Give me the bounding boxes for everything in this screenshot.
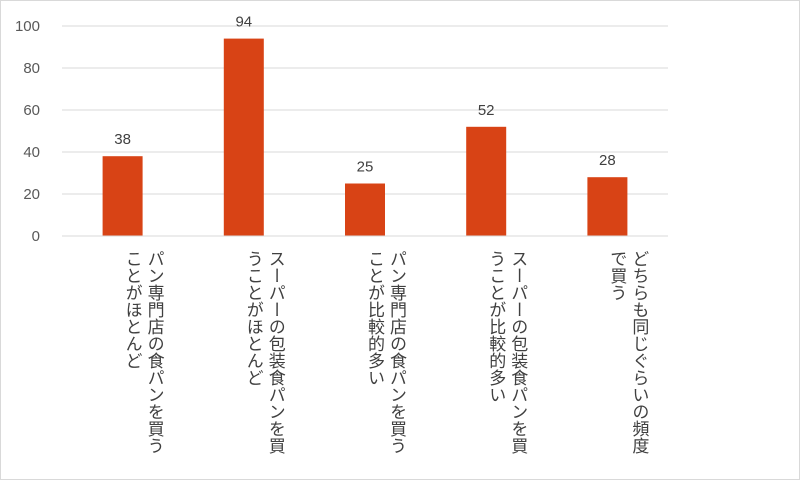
- category-label-4: どちらも同じぐらいの頻度で買う: [606, 250, 649, 454]
- bars: [102, 38, 628, 236]
- bar-2: [345, 183, 385, 236]
- y-axis-ticks: 0 20 40 60 80 100: [15, 18, 40, 245]
- data-label-4: 28: [599, 152, 616, 169]
- data-labels: 38 94 25 52 28: [114, 14, 615, 176]
- y-tick-label: 60: [23, 102, 40, 119]
- data-label-1: 94: [235, 14, 252, 31]
- data-label-0: 38: [114, 131, 131, 148]
- y-tick-label: 0: [32, 228, 40, 245]
- y-tick-label: 20: [23, 186, 40, 203]
- y-tick-label: 80: [23, 60, 40, 77]
- y-tick-label: 100: [15, 18, 40, 35]
- bar-3: [466, 126, 507, 236]
- bar-1: [223, 38, 264, 236]
- bar-4: [587, 177, 628, 236]
- category-label-3: スーパーの包装食パンを買うことが比較的多い: [485, 250, 528, 454]
- category-label-0: パン専門店の食パンを買うことがほとんど: [121, 250, 164, 454]
- y-tick-label: 40: [23, 144, 40, 161]
- gridlines: [62, 25, 668, 195]
- category-label-1: スーパーの包装食パンを買うことがほとんど: [242, 250, 285, 454]
- bar-0: [102, 156, 143, 236]
- data-label-3: 52: [478, 102, 495, 119]
- category-label-2: パン専門店の食パンを買うことが比較的多い: [364, 250, 406, 454]
- data-label-2: 25: [357, 159, 374, 176]
